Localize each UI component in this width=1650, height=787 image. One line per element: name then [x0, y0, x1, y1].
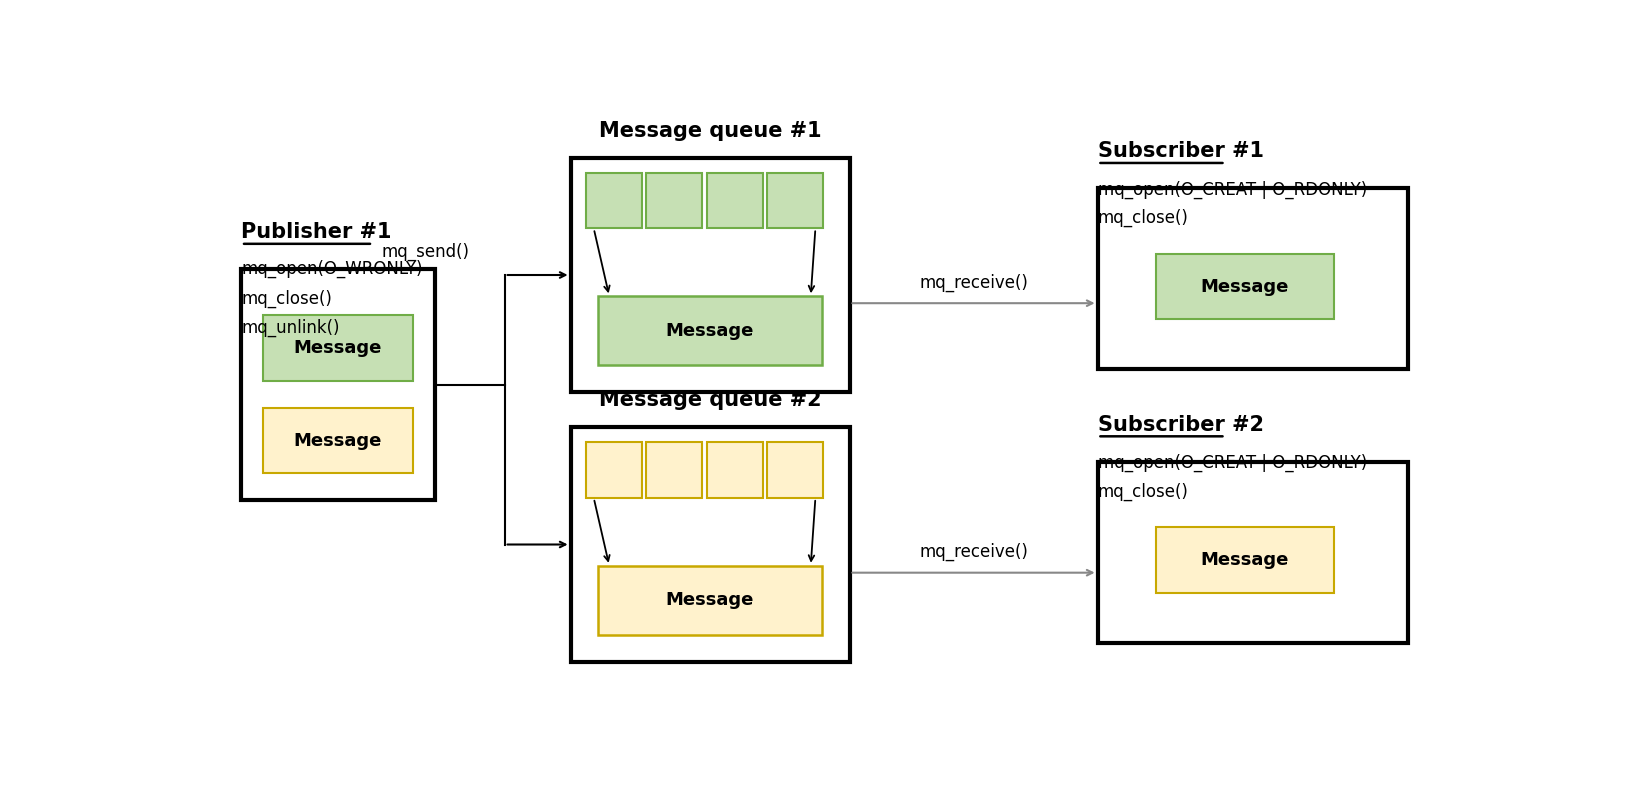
FancyBboxPatch shape	[586, 173, 642, 228]
FancyBboxPatch shape	[597, 296, 822, 365]
Text: Subscriber #2: Subscriber #2	[1097, 415, 1264, 434]
Text: mq_open(O_WRONLY): mq_open(O_WRONLY)	[241, 260, 422, 279]
FancyBboxPatch shape	[767, 442, 823, 498]
FancyBboxPatch shape	[571, 157, 850, 393]
FancyBboxPatch shape	[586, 442, 642, 498]
Text: Message: Message	[294, 339, 383, 357]
Text: Publisher #1: Publisher #1	[241, 222, 391, 242]
FancyBboxPatch shape	[767, 173, 823, 228]
Text: mq_close(): mq_close()	[1097, 482, 1188, 501]
FancyBboxPatch shape	[1097, 188, 1407, 369]
Text: Message: Message	[294, 431, 383, 449]
Text: Message queue #1: Message queue #1	[599, 120, 822, 141]
FancyBboxPatch shape	[1097, 462, 1407, 643]
FancyBboxPatch shape	[597, 566, 822, 635]
FancyBboxPatch shape	[1155, 527, 1333, 593]
Text: mq_receive(): mq_receive()	[919, 543, 1028, 561]
FancyBboxPatch shape	[1155, 254, 1333, 320]
Text: mq_open(O_CREAT | O_RDONLY): mq_open(O_CREAT | O_RDONLY)	[1097, 181, 1366, 199]
FancyBboxPatch shape	[571, 427, 850, 662]
Text: Message: Message	[667, 322, 754, 340]
FancyBboxPatch shape	[262, 408, 412, 473]
Text: Subscriber #1: Subscriber #1	[1097, 142, 1264, 161]
FancyBboxPatch shape	[647, 442, 703, 498]
FancyBboxPatch shape	[706, 173, 762, 228]
Text: Message: Message	[1201, 551, 1289, 569]
Text: mq_receive(): mq_receive()	[919, 273, 1028, 292]
Text: mq_unlink(): mq_unlink()	[241, 319, 340, 337]
Text: Message: Message	[1201, 278, 1289, 296]
FancyBboxPatch shape	[241, 269, 436, 501]
FancyBboxPatch shape	[647, 173, 703, 228]
Text: mq_close(): mq_close()	[1097, 209, 1188, 227]
FancyBboxPatch shape	[706, 442, 762, 498]
Text: Message queue #2: Message queue #2	[599, 390, 822, 410]
Text: Message: Message	[667, 591, 754, 609]
Text: mq_open(O_CREAT | O_RDONLY): mq_open(O_CREAT | O_RDONLY)	[1097, 454, 1366, 472]
Text: mq_close(): mq_close()	[241, 290, 332, 308]
Text: mq_send(): mq_send()	[381, 243, 470, 261]
FancyBboxPatch shape	[262, 316, 412, 381]
